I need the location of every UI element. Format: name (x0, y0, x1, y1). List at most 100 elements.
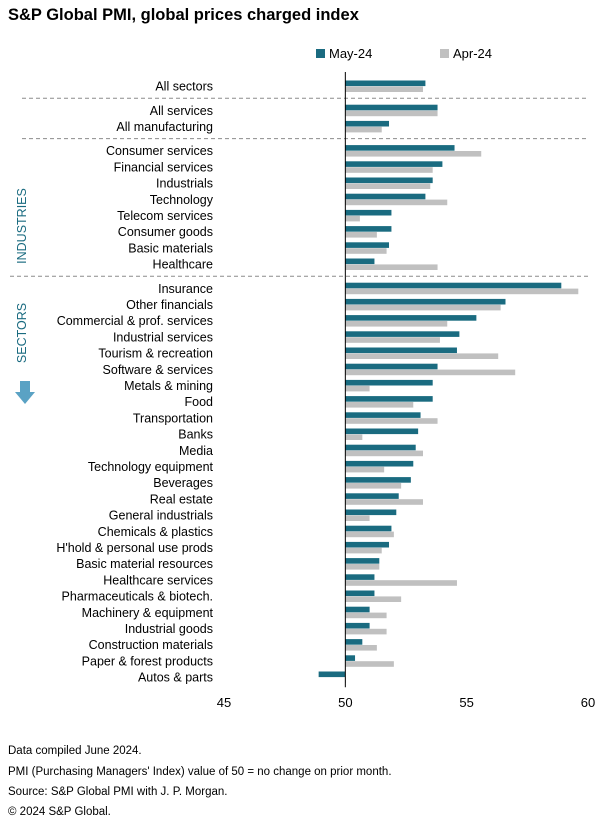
bar-may-24 (345, 145, 455, 151)
bar-apr-24 (345, 288, 579, 295)
bar-apr-24 (345, 385, 370, 392)
bar-may-24 (345, 558, 380, 564)
category-label: Food (185, 395, 214, 409)
category-label: Healthcare (153, 258, 213, 272)
category-label: Pharmaceuticals & biotech. (62, 590, 213, 604)
bar-apr-24 (345, 183, 431, 189)
category-label: Media (179, 444, 213, 458)
bar-apr-24 (345, 264, 438, 270)
down-arrow-icon (15, 381, 35, 404)
x-tick-label: 50 (338, 695, 352, 710)
category-label: Industrials (156, 177, 213, 191)
bar-may-24 (345, 258, 375, 265)
x-axis-ticks: 45 50 55 60 (217, 695, 595, 710)
bar-apr-24 (345, 369, 516, 376)
category-label: All services (150, 104, 213, 118)
bar-apr-24 (345, 450, 423, 457)
bar-may-24 (345, 282, 562, 289)
category-label: Healthcare services (103, 573, 213, 587)
bar-may-24 (345, 120, 390, 127)
bar-apr-24 (345, 418, 438, 424)
bar-may-24 (318, 671, 346, 678)
bar-may-24 (345, 655, 356, 661)
bar-apr-24 (345, 531, 394, 538)
bar-may-24 (345, 209, 392, 216)
category-label: Software & services (103, 363, 213, 377)
category-label: Autos & parts (138, 671, 213, 685)
bar-may-24 (345, 298, 506, 305)
bar-apr-24 (345, 215, 360, 222)
bar-apr-24 (345, 110, 438, 117)
group-separators (10, 97, 588, 277)
bar-apr-24 (345, 248, 387, 254)
category-label: Insurance (158, 282, 213, 296)
category-label: Other financials (126, 298, 213, 312)
legend-label-apr: Apr-24 (453, 46, 493, 61)
footer-copyright: © 2024 S&P Global. (8, 806, 111, 818)
bar-may-24 (345, 226, 392, 232)
category-label: Machinery & equipment (82, 606, 214, 620)
bar-may-24 (345, 104, 438, 111)
bar-apr-24 (345, 167, 433, 173)
bar-apr-24 (345, 304, 501, 311)
category-label: Commercial & prof. services (57, 314, 213, 328)
legend-item-may: May-24 (316, 46, 372, 61)
legend-swatch-apr (440, 49, 449, 58)
bar-apr-24 (345, 466, 385, 473)
bar-apr-24 (345, 434, 363, 440)
category-label: Financial services (114, 160, 213, 174)
bar-chart: All sectors All services All manufacturing… (10, 72, 595, 710)
chart-title: S&P Global PMI, global prices charged in… (8, 6, 359, 24)
category-label: Banks (178, 428, 213, 442)
footer-note-compiled: Data compiled June 2024. (8, 745, 142, 757)
category-label: All sectors (155, 80, 213, 94)
footer-note-pmi: PMI (Purchasing Managers' Index) value o… (8, 766, 392, 778)
bar-apr-24 (345, 515, 370, 521)
bar-may-24 (345, 177, 433, 184)
bar-may-24 (345, 193, 426, 200)
bar-apr-24 (345, 321, 448, 327)
category-label: Industrial goods (125, 622, 213, 636)
bar-may-24 (345, 493, 399, 499)
bar-may-24 (345, 444, 416, 451)
legend-item-apr: Apr-24 (440, 46, 492, 61)
bar-apr-24 (345, 232, 377, 238)
bar-apr-24 (345, 337, 440, 343)
bar-may-24 (345, 161, 443, 167)
bar-may-24 (345, 509, 397, 516)
bar-may-24 (345, 541, 390, 548)
bar-apr-24 (345, 499, 423, 505)
bar-may-24 (345, 460, 414, 467)
bar-apr-24 (345, 151, 482, 157)
category-label: Real estate (150, 492, 213, 506)
group-label-sectors: SECTORS (15, 303, 29, 363)
bar-may-24 (345, 242, 390, 248)
bar-may-24 (345, 574, 375, 580)
bar-may-24 (345, 428, 419, 435)
bar-apr-24 (345, 353, 499, 359)
bar-may-24 (345, 396, 433, 402)
bar-may-24 (345, 363, 438, 370)
bar-may-24 (345, 590, 375, 597)
category-label: Technology equipment (88, 460, 214, 474)
footer-source: Source: S&P Global PMI with J. P. Morgan… (8, 786, 228, 798)
bars-layer (318, 80, 579, 683)
bar-apr-24 (345, 126, 382, 133)
bar-apr-24 (345, 483, 402, 489)
x-tick-label: 45 (217, 695, 231, 710)
category-label: Chemicals & plastics (98, 525, 213, 539)
bar-apr-24 (345, 199, 448, 206)
category-label: Basic materials (128, 241, 213, 255)
legend-swatch-may (316, 49, 325, 58)
bar-may-24 (345, 525, 392, 532)
bar-may-24 (345, 412, 421, 418)
category-label: Paper & forest products (82, 654, 213, 668)
x-tick-label: 60 (581, 695, 595, 710)
bar-may-24 (345, 80, 426, 87)
bar-may-24 (345, 347, 457, 354)
bar-may-24 (345, 331, 460, 337)
x-tick-label: 55 (459, 695, 473, 710)
category-label: General industrials (109, 509, 213, 523)
category-label: H'hold & personal use prods (56, 541, 213, 555)
category-label: Consumer goods (118, 225, 213, 239)
